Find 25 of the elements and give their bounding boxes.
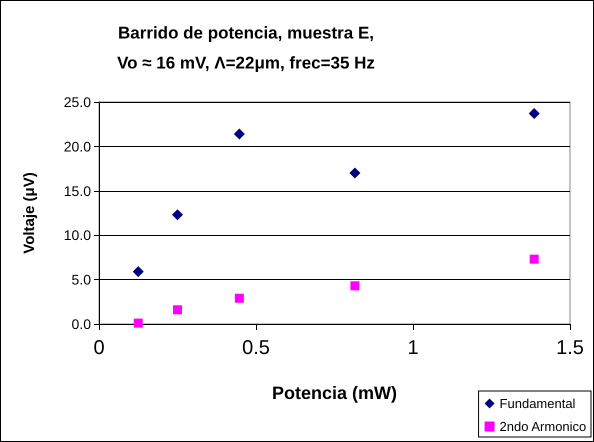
chart-title: Barrido de potencia, muestra E, Vo ≈ 16 mV, Λ=22μm, frec=35 Hz <box>117 24 375 72</box>
y-tick-label: 25.0 <box>64 94 92 110</box>
x-tick-label: 1 <box>407 337 419 359</box>
x-axis-title: Potencia (mW) <box>272 383 398 403</box>
point <box>134 318 143 328</box>
point <box>234 128 245 140</box>
y-tick-label: 20.0 <box>64 138 92 154</box>
x-tick-label: 0.5 <box>242 337 270 359</box>
point <box>349 168 360 179</box>
point <box>234 294 244 303</box>
point <box>173 305 182 314</box>
x-tick-label: 1.5 <box>556 337 584 359</box>
point <box>350 281 360 290</box>
x-tick-label: 0 <box>93 337 105 359</box>
y-axis-title: Voltaje (μV) <box>21 172 38 254</box>
legend-label: Fundamental <box>500 396 576 411</box>
y-tick-label: 10.0 <box>64 227 92 244</box>
point <box>530 254 539 264</box>
y-tick-label: 5.0 <box>72 272 92 288</box>
point <box>172 209 183 220</box>
point <box>132 266 144 278</box>
y-tick-label: 0.0 <box>72 316 92 332</box>
y-tick-label: 15.0 <box>64 182 92 199</box>
point <box>528 108 540 120</box>
legend-label: 2ndo Armonico <box>500 419 586 434</box>
